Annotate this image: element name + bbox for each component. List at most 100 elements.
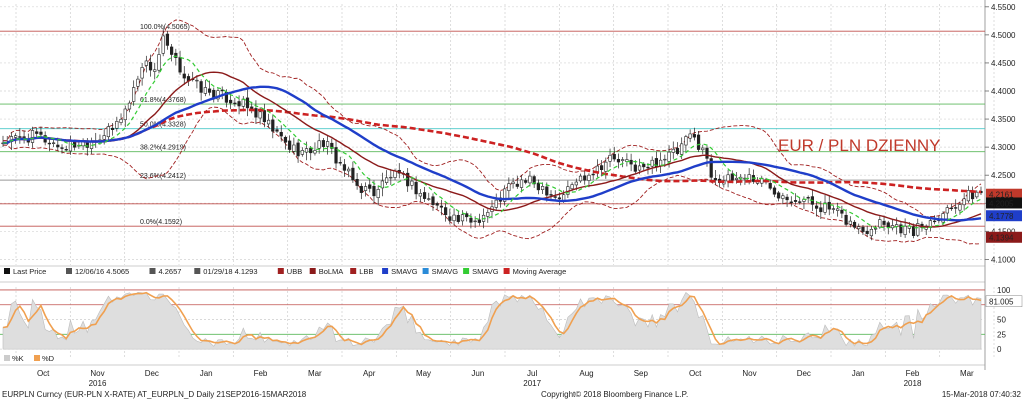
moving-averages [2, 55, 982, 229]
smavg-line [2, 85, 982, 222]
month-label: Mar [308, 369, 322, 378]
month-label: Jul [527, 369, 537, 378]
candle-body [153, 69, 157, 72]
candle-body [477, 219, 481, 223]
month-label: Feb [254, 369, 268, 378]
candle-body [692, 134, 696, 138]
footer-right: 15-Mar-2018 07:40:32 [942, 390, 1022, 399]
candle-body [836, 208, 840, 211]
month-label: Nov [90, 369, 104, 378]
axes: 4.5500 4.5000 4.4500 4.4000 4.3500 4.3000 4.25… [985, 3, 1022, 264]
candle-body [890, 225, 895, 229]
candle-body [734, 177, 739, 180]
footer-center: Copyright© 2018 Bloomberg Finance L.P. [541, 390, 688, 399]
legend-swatch [4, 268, 10, 274]
legend-swatch [463, 268, 470, 274]
candle-body [874, 228, 878, 230]
month-label: Mar [960, 369, 974, 378]
candle-body [271, 119, 275, 132]
candle-body [642, 163, 646, 168]
candle-body [777, 192, 781, 199]
candle-body [288, 140, 292, 150]
candle-body [376, 189, 380, 198]
price-tag-label: 4.2005 [989, 199, 1014, 208]
legend-swatch [382, 268, 389, 274]
fib-label: 61.8%(4.3768) [140, 97, 186, 104]
legend-swatch [277, 268, 284, 274]
candle-body [637, 165, 642, 171]
candle-body [553, 196, 557, 198]
year-label: 2016 [89, 379, 107, 388]
legend-swatch [309, 268, 316, 274]
osc-tick-label: 50 [997, 316, 1006, 325]
candle-body [321, 140, 325, 147]
candle-body [342, 164, 347, 171]
month-label: Jun [471, 369, 484, 378]
candle-body [347, 168, 351, 172]
year-label: 2017 [523, 379, 541, 388]
candle-body [857, 226, 861, 230]
candle-body [418, 192, 422, 197]
price-tick-label: 4.4500 [991, 59, 1016, 68]
price-tag-label: 4.1394 [989, 234, 1014, 243]
candle-body [903, 225, 907, 235]
price-tick-label: 4.3000 [991, 143, 1016, 152]
candle-body [195, 79, 199, 82]
month-label: Sep [634, 369, 649, 378]
candle-body [663, 158, 667, 161]
chart-title: EUR / PLN DZIENNY [778, 136, 940, 155]
candle-body [840, 209, 844, 214]
candle-body [279, 131, 283, 137]
candle-body [444, 207, 448, 216]
candle-body [132, 87, 136, 102]
candle-body [68, 140, 73, 152]
upper-band-line [2, 19, 982, 218]
candle-body [47, 142, 51, 145]
candle-body [633, 164, 637, 172]
candle-body [616, 158, 621, 163]
legend-swatch [350, 268, 357, 274]
candle-body [380, 180, 384, 189]
candle-body [519, 179, 524, 188]
month-label: Nov [742, 369, 756, 378]
candle-body [161, 35, 165, 54]
candle-body [254, 108, 258, 118]
month-label: Oct [37, 369, 50, 378]
candle-body [262, 110, 266, 123]
candle-body [355, 178, 359, 186]
candle-body [216, 90, 220, 100]
candle-body [886, 222, 890, 228]
candle-body [869, 228, 873, 237]
candle-body [148, 61, 153, 71]
fib-label: 50.0%(4.3328) [140, 122, 186, 129]
candle-body [798, 201, 802, 203]
legend-label: 12/06/16 4.5065 [75, 267, 129, 276]
candle-body [726, 174, 730, 182]
candle-body [199, 81, 203, 93]
legend: Last Price 12/06/16 4.5065 4.2657 01/29/18 … [4, 267, 566, 276]
candle-body [945, 207, 949, 214]
candle-body [827, 201, 831, 210]
month-label: Jan [852, 369, 865, 378]
moving-average-line [2, 108, 982, 194]
candle-body [557, 197, 562, 200]
candle-body [696, 134, 701, 150]
fib-label: 23.6%(4.2412) [140, 173, 186, 180]
candle-body [465, 213, 469, 218]
candle-body [144, 60, 148, 66]
candle-body [283, 136, 288, 143]
month-label: Dec [145, 369, 159, 378]
candle-body [878, 219, 882, 228]
candle-body [473, 220, 477, 223]
candle-body [608, 154, 612, 162]
candle-body [393, 170, 397, 178]
candle-body [747, 174, 751, 181]
candle-body [460, 214, 465, 222]
candle-body [469, 217, 473, 223]
candle-body [865, 230, 869, 234]
candle-body [39, 131, 43, 135]
legend-swatch [194, 268, 201, 274]
candle-body [650, 159, 654, 167]
candle-body [532, 176, 536, 185]
candle-body [237, 101, 241, 107]
